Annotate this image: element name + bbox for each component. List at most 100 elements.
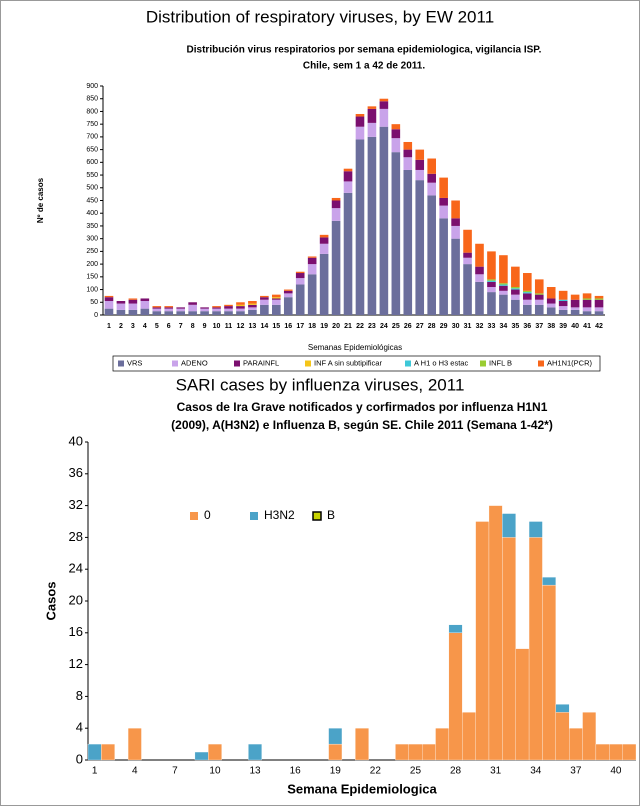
y-tick-label: 600 — [86, 159, 98, 166]
x-tick-label: 19 — [330, 766, 342, 777]
x-tick-label: 37 — [570, 766, 582, 777]
bar-segment — [104, 297, 114, 302]
bar-segment — [569, 728, 583, 761]
bar-segment — [116, 301, 126, 304]
y-tick-label: 350 — [86, 223, 98, 230]
bar-segment — [355, 113, 365, 117]
bar-segment — [487, 287, 496, 293]
bar-segment — [176, 307, 185, 309]
bar-segment — [415, 180, 425, 315]
bar-segment — [451, 225, 460, 239]
heading: SARI cases by influenza viruses, 2011 — [176, 375, 465, 394]
bar-segment — [272, 304, 281, 315]
bar-segment — [200, 308, 209, 312]
y-tick-label: 750 — [86, 121, 98, 128]
bar-segment — [487, 251, 496, 280]
bar-segment — [283, 289, 293, 291]
bar-segment — [272, 294, 281, 298]
bar-segment — [570, 309, 580, 315]
bar-segment — [367, 106, 377, 109]
bar-segment — [194, 751, 209, 761]
bar-segment — [379, 108, 389, 127]
y-tick-label: 20 — [69, 592, 83, 607]
bar-segment — [499, 283, 508, 285]
x-tick-label: 42 — [595, 323, 603, 330]
bar-segment — [462, 712, 476, 761]
bar-segment — [379, 98, 389, 102]
bar-segment — [475, 281, 484, 315]
y-tick-label: 900 — [86, 83, 98, 90]
bar-segment — [319, 253, 329, 315]
bar-segment — [487, 281, 496, 288]
bar-segment — [403, 169, 413, 315]
bar-segment — [427, 173, 436, 183]
bar-segment — [595, 743, 610, 761]
heading: Distribution of respiratory viruses, by … — [146, 7, 494, 26]
x-tick-label: 5 — [155, 323, 159, 330]
bar-segment — [391, 138, 401, 153]
x-tick-label: 2 — [119, 323, 123, 330]
bar-segment — [283, 297, 293, 315]
bar-segment — [248, 743, 262, 761]
bar-segment — [236, 302, 245, 305]
y-tick-label: 50 — [90, 299, 98, 306]
bar-segment — [622, 743, 637, 761]
legend-swatch — [538, 360, 544, 367]
bar-segment — [200, 307, 209, 309]
bar-segment — [272, 299, 281, 305]
legend-swatch — [480, 360, 486, 367]
bar-segment — [355, 126, 365, 140]
x-tick-label: 41 — [583, 323, 591, 330]
x-tick-label: 16 — [290, 766, 302, 777]
y-tick-label: 100 — [86, 286, 98, 293]
bar-segment — [463, 252, 472, 258]
bar-segment — [528, 521, 543, 538]
y-tick-label: 150 — [86, 274, 98, 281]
bar-segment — [248, 304, 257, 308]
x-tick-label: 6 — [167, 323, 171, 330]
bar-segment — [343, 192, 353, 315]
bar-segment — [594, 299, 604, 308]
bar-segment — [176, 308, 185, 312]
x-tick-label: 32 — [476, 323, 484, 330]
x-tick-label: 12 — [237, 323, 245, 330]
bar-segment — [164, 311, 174, 315]
y-tick-label: 800 — [86, 108, 98, 115]
y-tick-label: 24 — [69, 561, 83, 576]
bar-segment — [582, 299, 592, 308]
bar-segment — [511, 266, 520, 288]
x-tick-label: 8 — [191, 323, 195, 330]
legend-label: INF A sin subtipificar — [314, 358, 382, 367]
bar-segment — [448, 632, 463, 761]
x-tick-label: 20 — [332, 323, 340, 330]
bar-segment — [391, 152, 401, 315]
bar-segment — [379, 126, 389, 315]
y-tick-label: 0 — [94, 312, 98, 319]
bar-segment — [260, 295, 269, 298]
bar-segment — [546, 303, 556, 308]
legend-swatch — [234, 360, 240, 367]
y-tick-label: 400 — [86, 210, 98, 217]
bar-segment — [367, 136, 377, 315]
x-tick-label: 28 — [450, 766, 462, 777]
bar-segment — [248, 307, 257, 310]
bar-segment — [487, 292, 496, 315]
legend-swatch — [312, 511, 322, 521]
bar-segment — [523, 273, 532, 291]
bar-segment — [307, 256, 317, 258]
bar-segment — [104, 301, 114, 309]
y-tick-label: 4 — [76, 720, 83, 735]
bar-segment — [248, 309, 257, 315]
bar-segment — [502, 513, 516, 538]
bar-segment — [582, 307, 592, 312]
bar-segment — [475, 243, 484, 267]
bar-segment — [534, 293, 544, 295]
bar-segment — [152, 306, 162, 308]
chart-title: Distribución virus respiratorios por sem… — [187, 45, 542, 56]
bar-segment — [260, 304, 269, 315]
bar-segment — [415, 149, 425, 160]
x-tick-label: 36 — [523, 323, 531, 330]
bar-segment — [140, 301, 150, 309]
bar-segment — [248, 301, 257, 304]
bar-segment — [555, 704, 570, 713]
